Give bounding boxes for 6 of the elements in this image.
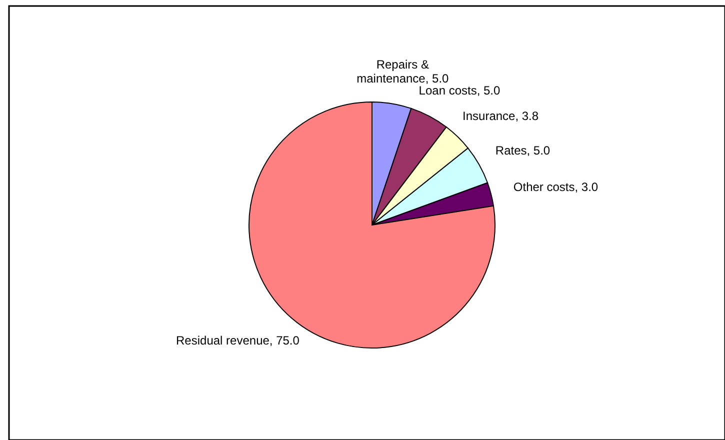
slice-label: Loan costs, 5.0 — [418, 84, 500, 98]
slice-label: Other costs, 3.0 — [513, 180, 598, 194]
slice-label: Residual revenue, 75.0 — [176, 334, 300, 348]
slice-label: Rates, 5.0 — [495, 143, 550, 158]
slice-label: Repairs & maintenance, 5.0 — [356, 58, 450, 86]
slice-label: Insurance, 3.8 — [462, 109, 539, 124]
